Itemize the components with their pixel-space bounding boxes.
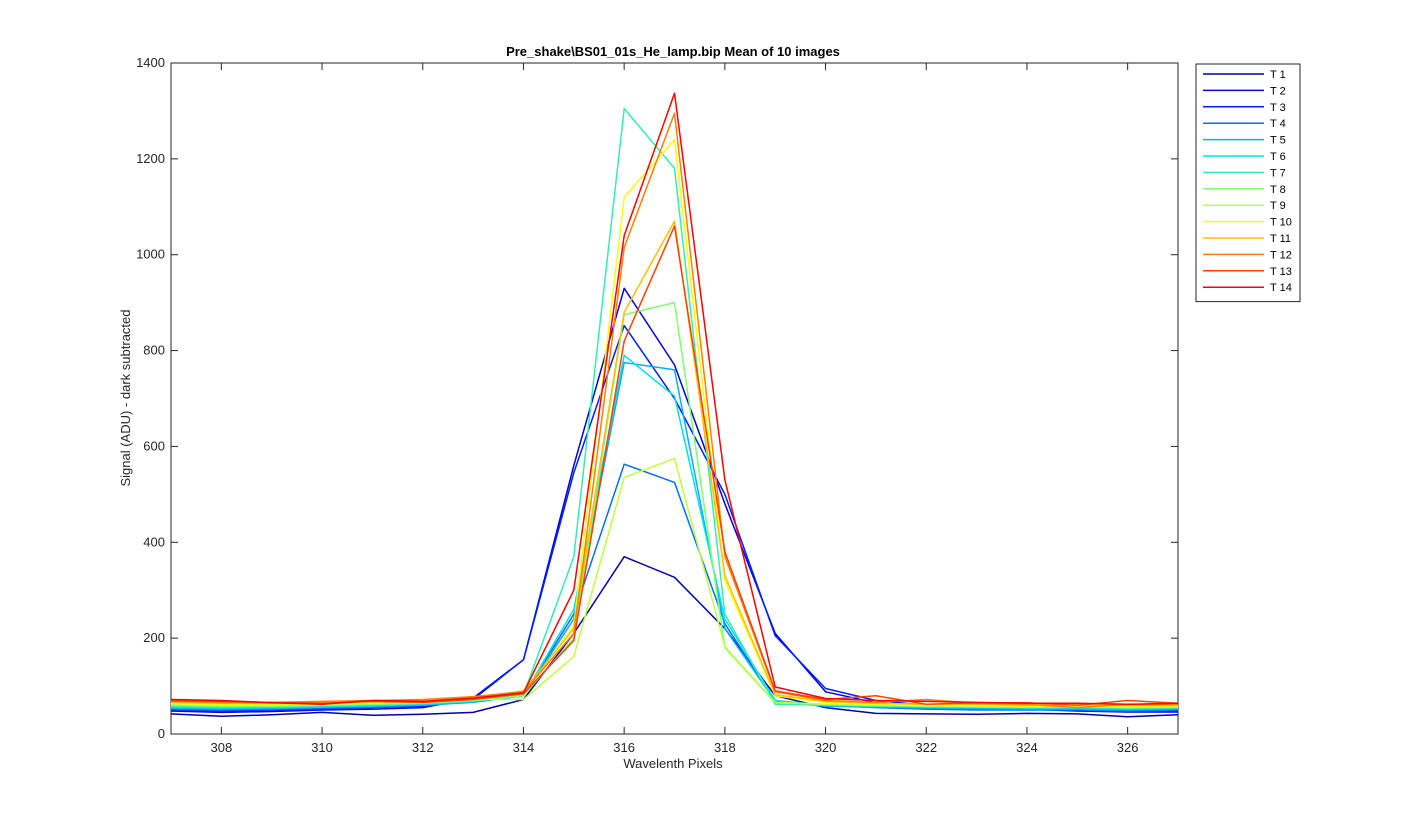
x-tick-label: 312: [412, 740, 434, 755]
y-tick-label: 200: [143, 630, 165, 645]
legend-entry-label: T 10: [1270, 217, 1292, 229]
y-tick-label: 1000: [136, 247, 165, 262]
y-tick-label: 400: [143, 534, 165, 549]
legend-entry-label: T 7: [1270, 167, 1286, 179]
legend-entry-label: T 13: [1270, 266, 1292, 278]
series-line-t14: [171, 92, 1178, 706]
legend-box: [1195, 63, 1301, 303]
x-tick-label: 318: [714, 740, 736, 755]
series-line-t12: [171, 112, 1178, 709]
legend-entry-label: T 11: [1270, 233, 1291, 245]
series-lines: [171, 92, 1178, 718]
x-tick-label: 314: [513, 740, 535, 755]
x-axis-label: Wavelenth Pixels: [623, 756, 723, 771]
chart-title: Pre_shake\BS01_01s_He_lamp.bip Mean of 1…: [506, 44, 840, 59]
legend-entry-label: T 9: [1270, 200, 1286, 212]
y-tick-label: 800: [143, 343, 165, 358]
legend-entry-label: T 1: [1270, 69, 1286, 81]
y-tick-label: 1400: [136, 55, 165, 70]
x-tick-label: 320: [815, 740, 837, 755]
legend-entry-label: T 14: [1270, 282, 1292, 294]
legend-entry-label: T 12: [1270, 249, 1292, 261]
x-tick-label: 322: [915, 740, 937, 755]
y-tick-label: 1200: [136, 151, 165, 166]
y-axis-label: Signal (ADU) - dark subtracted: [118, 309, 133, 486]
legend-entry-label: T 8: [1270, 184, 1286, 196]
plot-area: 308 310 312 314 316 318 320 322 324 326 0 200 400 600…: [136, 55, 1179, 755]
series-line-t4: [171, 463, 1178, 712]
x-tick-label: 326: [1117, 740, 1139, 755]
x-tick-label: 324: [1016, 740, 1038, 755]
legend: T 1 T 2 T 3 T 4 T 5 T 6 T 7 T 8 T 9 T 10 T 11 T 12 T…: [1195, 63, 1301, 303]
legend-entry-label: T 6: [1270, 151, 1286, 163]
x-tick-label: 308: [210, 740, 232, 755]
y-tick-label: 600: [143, 438, 165, 453]
y-tick-label: 0: [158, 726, 165, 741]
legend-entry-label: T 4: [1270, 118, 1286, 130]
x-tick-label: 316: [613, 740, 635, 755]
series-line-t1: [171, 555, 1178, 718]
legend-entry-label: T 3: [1270, 102, 1286, 114]
x-tick-label: 310: [311, 740, 333, 755]
legend-entry-label: T 2: [1270, 85, 1286, 97]
legend-entry-label: T 5: [1270, 135, 1286, 147]
